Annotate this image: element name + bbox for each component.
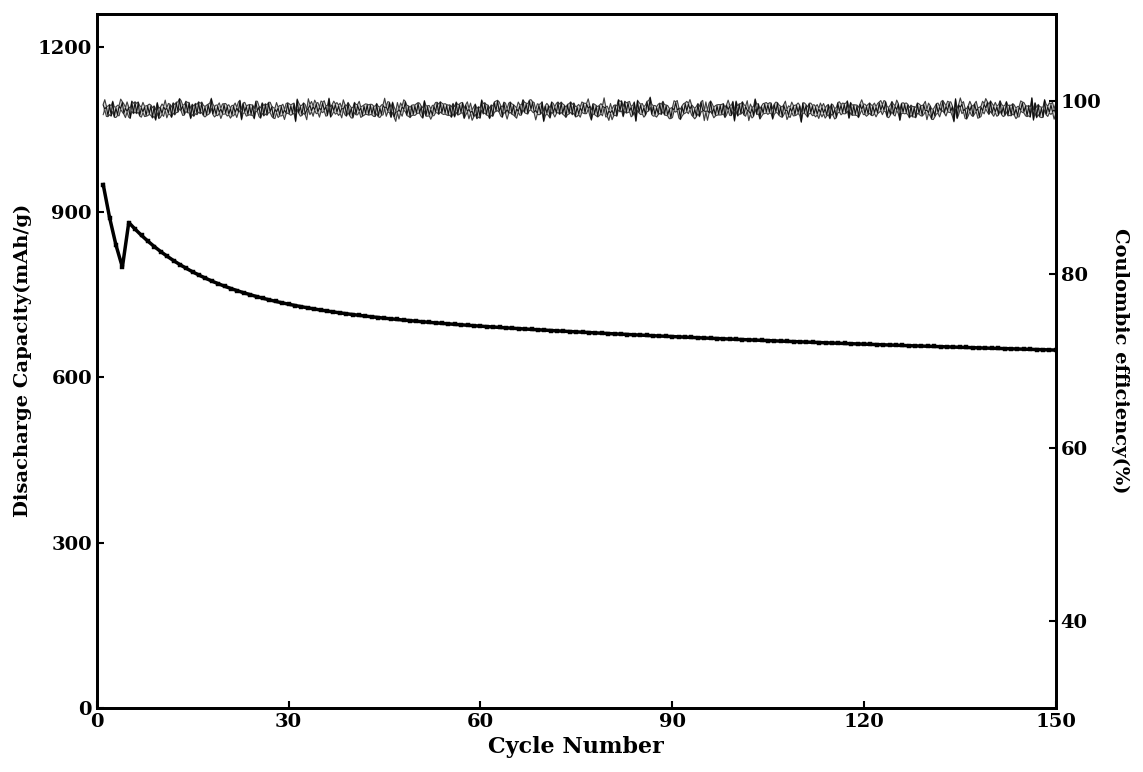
Y-axis label: Disacharge Capacity(mAh/g): Disacharge Capacity(mAh/g) — [14, 204, 32, 517]
Y-axis label: Coulombic efficiency(%): Coulombic efficiency(%) — [1111, 228, 1129, 493]
X-axis label: Cycle Number: Cycle Number — [488, 736, 664, 758]
